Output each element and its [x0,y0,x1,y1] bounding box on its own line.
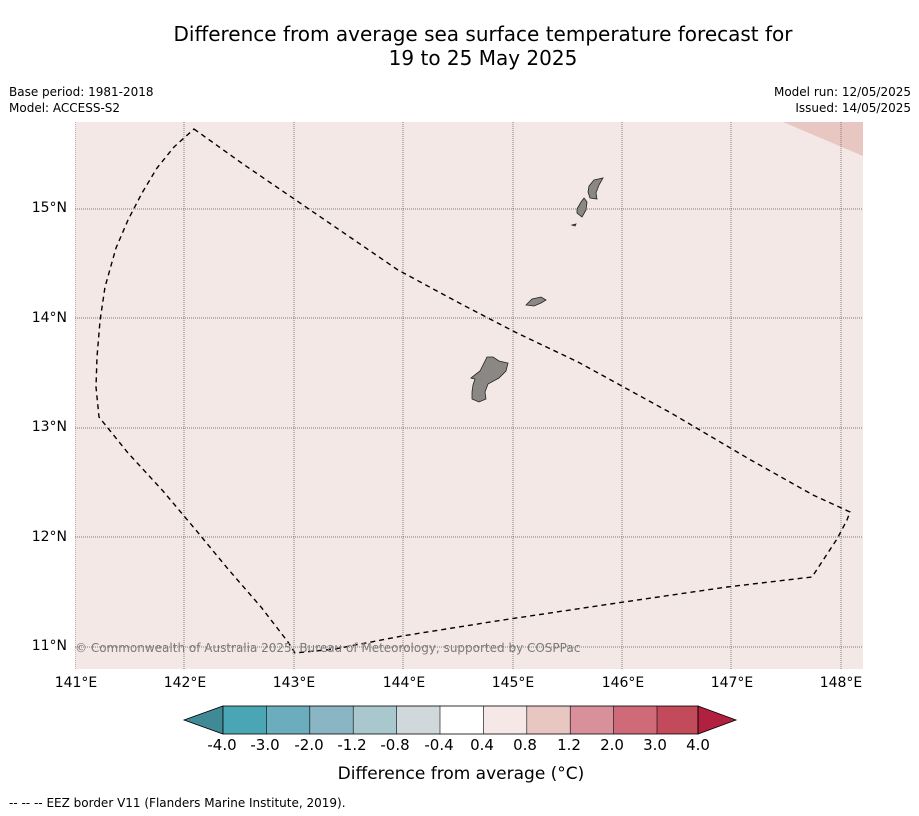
anomaly-patch-northeast [783,122,863,156]
issued-date: Issued: 14/05/2025 [795,101,911,115]
colorbar-tick-9: 1.2 [557,736,581,754]
colorbar-seg-11 [657,706,698,734]
island-aguijan [570,223,577,227]
lon-label-144e: 144°E [382,675,426,691]
lat-label-15n: 15°N [31,200,67,216]
lat-label-14n: 14°N [31,310,67,326]
lon-label-145e: 145°E [491,675,535,691]
island-saipan [587,177,604,200]
colorbar-seg-over [697,705,738,735]
base-info: Base period: 1981-2018 Model: ACCESS-S2 [9,84,154,116]
colorbar-dividers [266,706,658,734]
colorbar-seg-1 [223,706,267,734]
map-title-line2: 19 to 25 May 2025 [388,46,578,70]
colorbar-tick-7: 0.4 [470,736,494,754]
eez-legend-line: -- -- -- [9,796,43,810]
lon-label-146e: 146°E [601,675,645,691]
colorbar-tick-1: -4.0 [207,736,237,754]
lat-label-11n: 11°N [31,638,67,654]
colorbar-tick-10: 2.0 [600,736,624,754]
colorbar-outline [222,705,699,735]
eez-legend-text: EEZ border V11 (Flanders Marine Institut… [46,796,346,810]
colorbar-seg-8 [526,706,571,734]
colorbar-seg-5 [396,706,440,734]
island-tinian [576,197,588,218]
colorbar-seg-4 [353,706,397,734]
base-period: Base period: 1981-2018 [9,85,154,99]
colorbar-seg-2 [266,706,310,734]
map-title: Difference from average sea surface temp… [0,22,919,70]
anomaly-fill [75,122,863,669]
lat-label-12n: 12°N [31,529,67,545]
lon-label-142e: 142°E [163,675,207,691]
colorbar [182,705,738,735]
lon-label-141e: 141°E [54,675,98,691]
island-guam [470,356,509,403]
model-run: Model run: 12/05/2025 [773,85,911,99]
colorbar-seg-3 [309,706,354,734]
colorbar-seg-6 [440,706,484,734]
colorbar-seg-9 [570,706,614,734]
colorbar-tick-4: -1.2 [337,736,367,754]
colorbar-tick-12: 4.0 [686,736,710,754]
colorbar-tick-8: 0.8 [513,736,537,754]
lon-label-143e: 143°E [272,675,316,691]
lon-label-147e: 147°E [710,675,754,691]
colorbar-tick-11: 3.0 [643,736,667,754]
colorbar-tick-2: -3.0 [250,736,280,754]
run-info: Model run: 12/05/2025 Issued: 14/05/2025 [774,84,911,116]
lon-label-148e: 148°E [819,675,863,691]
colorbar-tick-6: -0.4 [424,736,454,754]
lat-label-13n: 13°N [31,419,67,435]
map-svg [75,122,863,669]
eez-legend: -- -- -- EEZ border V11 (Flanders Marine… [9,796,346,810]
model-name: Model: ACCESS-S2 [9,101,121,115]
map-area [75,122,863,669]
colorbar-seg-10 [613,706,657,734]
colorbar-seg-under [182,705,224,735]
colorbar-tick-3: -2.0 [294,736,324,754]
colorbar-label: Difference from average (°C) [337,764,585,784]
copyright-notice: © Commonwealth of Australia 2025, Bureau… [75,641,581,655]
colorbar-seg-7 [483,706,527,734]
graticule [75,122,863,669]
colorbar-tick-5: -0.8 [380,736,410,754]
island-rota [525,296,547,307]
eez-border [95,128,851,654]
map-title-line1: Difference from average sea surface temp… [173,22,793,46]
islands [470,177,604,403]
